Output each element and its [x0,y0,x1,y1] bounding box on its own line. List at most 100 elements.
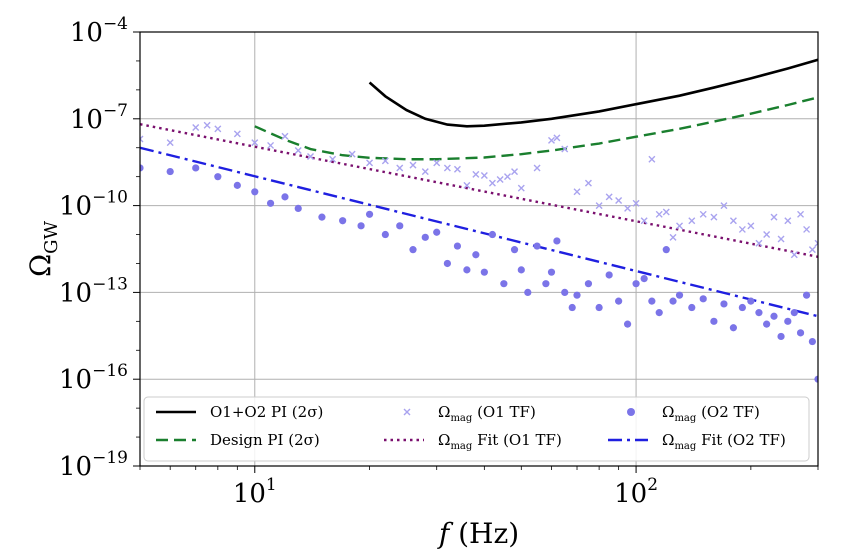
legend-o1o2-pi-label: O1+O2 PI (2σ) [210,403,323,421]
o1-tf-point-stroke [624,204,632,212]
o2-tf-point [688,303,696,312]
o2-tf-point [396,222,404,230]
o1-tf-point [729,217,737,225]
o1-tf-point [396,164,404,172]
legend-omag-o2-label: Ωmag (O2 TF) [662,403,760,424]
fit-o2-line [140,146,818,318]
o1-tf-point-stroke [755,239,763,247]
y-tick-label: 10−16 [59,361,128,395]
o2-tf-point [763,320,771,328]
o2-tf-point [669,297,677,305]
o1-tf-point [463,181,471,189]
o2-tf-point [433,228,441,236]
o1-tf-point [192,124,200,132]
o1-tf-point [443,164,451,172]
o1-tf-point [496,175,504,183]
o1-tf-point [251,139,259,147]
o1-tf-point-stroke [307,152,314,160]
plot-frame [139,31,819,467]
o1-tf-point-stroke [676,222,684,230]
o2-tf-point [655,309,663,317]
o2-tf-point [251,188,259,196]
o1-tf-point-stroke [214,125,222,133]
o1-tf-point-stroke [140,135,144,141]
legend-o1o2-pi-text: O1+O2 PI (2σ) [210,403,323,421]
legend-omag-o1-marker [403,408,411,416]
o1-tf-point-stroke [584,179,592,187]
o2-tf-point [561,288,569,296]
legend-fit-o1-sub: mag [450,441,472,452]
o1-tf-point [784,217,792,225]
legend-design-pi-label: Design PI (2σ) [210,431,320,449]
o2-tf-point [472,251,480,259]
o1-tf-point-stroke [294,147,302,155]
o1-tf-point-stroke [688,217,696,225]
o1-tf-point-stroke [381,157,389,165]
fit-o1-line [140,123,818,258]
y-tick-base: 10 [59,452,92,482]
y-tick-exp: −19 [92,448,128,468]
o2-tf-point [814,375,818,383]
o2-tf-point [214,173,222,181]
o1-tf-point [472,170,480,178]
o1-tf-point-stroke [496,175,504,183]
legend-fit-o1-post: Fit (O1 TF) [472,431,562,449]
o1-tf-point-stroke [595,202,603,210]
o1-tf-point-stroke [669,233,677,241]
scatter-points [140,121,818,383]
x-tick-exp: 1 [266,475,277,495]
y-tick-exp: −7 [103,101,128,121]
o2-tf-point [808,337,816,346]
y-tick-label: 10−13 [59,274,128,308]
o1-tf-point-stroke [348,150,356,158]
o1-tf-point-stroke [699,210,707,218]
o2-tf-point [777,332,785,341]
o1-tf-point-stroke [763,231,771,239]
o1-tf-point-stroke [729,217,737,225]
o1-tf-point-stroke [784,217,792,225]
o2-tf-point [738,303,746,312]
o1-tf-point [433,159,441,167]
o1-tf-point-stroke [503,173,511,181]
o2-tf-point [166,167,174,176]
o1-tf-point [640,217,648,225]
o1-tf-point [790,251,798,259]
o1-tf-point [720,202,728,210]
o1-tf-point-stroke [329,155,337,163]
o1-tf-point [233,130,241,138]
o1-tf-point [267,141,275,149]
legend: O1+O2 PI (2σ) Ωmag (O1 TF) Ωmag (O2 TF)Des… [143,396,810,462]
o2-tf-point [365,210,374,218]
legend-fit-o1-label: Ωmag Fit (O1 TF) [438,431,562,452]
y-axis-sub: GW [41,220,62,253]
legend-fit-o1-omega: Ω [438,431,450,449]
o2-tf-point [747,297,755,305]
y-axis-label: ΩGW [24,220,62,277]
o1-tf-point-stroke [409,161,417,169]
o1-tf-point-stroke [511,168,519,176]
legend-fit-o2-label: Ωmag Fit (O2 TF) [662,431,786,452]
o1-tf-point [584,179,592,187]
o2-tf-point [623,320,632,328]
legend-fit-o2-post: Fit (O2 TF) [696,431,786,449]
o1-tf-point [203,121,211,129]
o2-tf-point [710,317,718,325]
o2-tf-point [729,324,738,332]
o1-tf-point [488,179,496,187]
o1-tf-point [140,135,144,143]
o1-tf-point-stroke [433,159,441,167]
o2-tf-point [784,317,792,325]
o1-tf-point [561,145,569,153]
o1-tf-point [307,152,314,160]
y-tick-base: 10 [70,105,103,135]
o2-tf-point [615,297,623,305]
o2-tf-point [648,297,656,305]
o1-tf-point [366,159,374,167]
o1-tf-point-stroke [747,222,755,230]
o2-tf-point [453,242,462,250]
x-tick-base: 10 [614,479,647,509]
o2-tf-point [517,266,525,274]
o1-tf-point-stroke [808,246,816,254]
o1-tf-point-stroke [517,184,525,192]
o1-tf-point [814,239,818,247]
